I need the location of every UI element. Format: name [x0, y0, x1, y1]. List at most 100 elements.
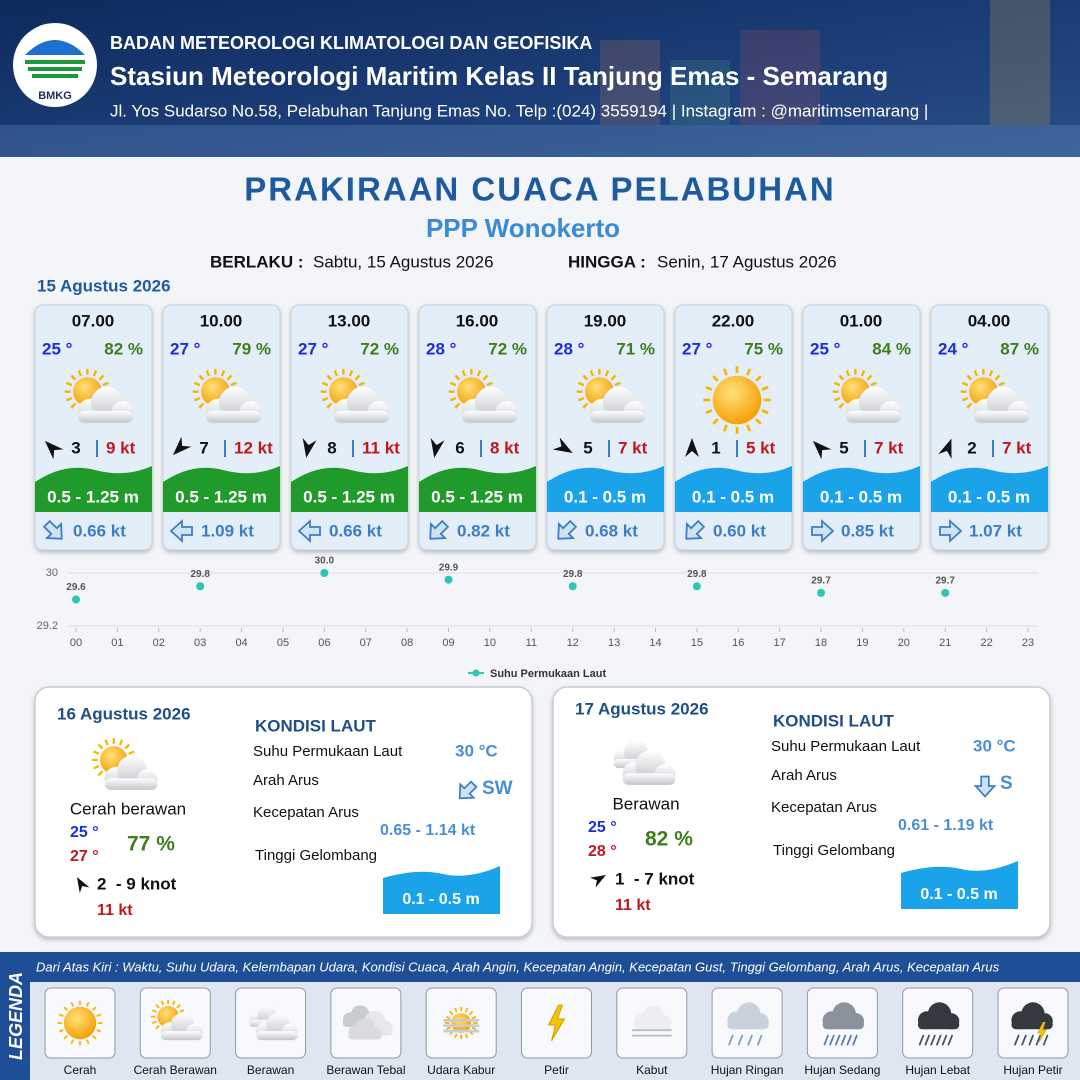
wind-speed: 3 — [71, 438, 80, 457]
sun — [712, 375, 762, 425]
wind-arrow — [302, 437, 317, 458]
sst-point — [320, 569, 329, 577]
time: 10.00 — [200, 311, 243, 330]
weather-icon — [547, 1004, 566, 1042]
wave-shape — [675, 466, 792, 512]
humidity: 79 % — [232, 339, 271, 358]
sun-ray — [845, 370, 851, 377]
cloud-part — [348, 1032, 382, 1040]
sun-ray — [454, 402, 461, 409]
sun-ray — [92, 1035, 97, 1040]
sun-ray — [70, 1039, 74, 1045]
wind-arrow — [76, 877, 90, 894]
current-speed: 1.07 kt — [969, 521, 1022, 540]
current-speed: 0.82 kt — [457, 521, 510, 540]
current-dir-label: Arah Arus — [771, 767, 837, 784]
station-name: Stasiun Meteorologi Maritim Kelas II Tan… — [110, 61, 888, 91]
wave-label: Tinggi Gelombang — [773, 842, 895, 859]
wind-range: 2 - 9 knot — [97, 874, 177, 893]
sst-value-label: 29.7 — [935, 576, 955, 587]
sun-ray — [705, 385, 713, 391]
cloud — [1011, 1002, 1053, 1030]
cloud-part — [622, 773, 676, 785]
humidity: 75 % — [744, 339, 783, 358]
cloud — [461, 386, 517, 423]
wind-range: 1 - 7 knot — [615, 869, 695, 888]
cloud-part — [1011, 1020, 1053, 1030]
legend-item-label: Hujan Ringan — [711, 1063, 784, 1077]
legend-item-label: Petir — [544, 1063, 569, 1077]
time: 01.00 — [840, 311, 883, 330]
cloud-part — [845, 410, 901, 423]
cloud-part — [104, 778, 158, 790]
sun-ray — [449, 396, 457, 402]
weather-icon — [832, 368, 901, 423]
current-speed: 0.68 kt — [585, 521, 638, 540]
cloud — [633, 1005, 672, 1030]
sun-ray — [58, 1029, 64, 1033]
y-tick-label: 30 — [46, 567, 58, 579]
x-tick-label: 03 — [194, 637, 206, 649]
sun-ray — [104, 739, 109, 746]
weather-icon — [342, 1005, 393, 1040]
day1-date: 15 Agustus 2026 — [37, 276, 171, 295]
sun-ray — [93, 765, 100, 770]
weather-icon — [91, 738, 158, 790]
cloud-part — [727, 1020, 769, 1030]
x-tick-label: 10 — [484, 637, 496, 649]
air-temp: 28 ° — [426, 339, 457, 358]
air-temp: 27 ° — [298, 339, 329, 358]
sst-point — [692, 582, 701, 591]
cloud-part — [633, 1021, 672, 1030]
rain-drop — [823, 1034, 829, 1046]
current-arrow — [939, 518, 963, 544]
valid-to-label: HINGGA : — [568, 252, 646, 271]
sst: 30 °C — [973, 736, 1016, 755]
sun-ray — [994, 374, 1001, 381]
current-arrow — [685, 519, 706, 540]
legend-item-label: Cerah Berawan — [134, 1063, 217, 1077]
current-speed: 0.66 kt — [73, 521, 126, 540]
current-arrow — [458, 780, 478, 800]
subtitle: PPP Wonokerto — [426, 213, 620, 243]
logo-lines — [25, 60, 85, 78]
sun-ray — [326, 402, 333, 409]
cloud — [973, 386, 1029, 423]
sun-ray — [966, 402, 973, 409]
humidity: 87 % — [1000, 339, 1039, 358]
sun-ray — [230, 381, 237, 387]
weather-icon — [57, 1000, 103, 1046]
separator — [992, 440, 994, 457]
sun-ray — [172, 1000, 176, 1006]
sun-ray — [445, 1015, 451, 1020]
sun-ray — [604, 370, 610, 377]
sun-ray — [973, 370, 979, 377]
wind-arrow — [938, 438, 952, 459]
air-temp: 25 ° — [42, 339, 73, 358]
sun-ray — [176, 1003, 181, 1009]
valid-from: Sabtu, 15 Agustus 2026 — [313, 252, 494, 271]
sun-ray — [712, 418, 719, 425]
sun-ray — [582, 374, 589, 381]
sun-ray — [92, 370, 98, 377]
lightning-bolt — [547, 1004, 566, 1042]
x-tick-label: 08 — [401, 637, 413, 649]
sun-ray — [97, 743, 104, 750]
cloud — [589, 386, 645, 423]
sun-ray — [961, 381, 969, 387]
container — [740, 30, 820, 130]
cloud — [845, 386, 901, 423]
cloud — [77, 386, 133, 423]
sun-ray — [866, 374, 873, 381]
current-speed: 1.09 kt — [201, 521, 254, 540]
cloud-part — [256, 1031, 298, 1041]
sun-ray — [70, 1001, 74, 1007]
wave-shape — [419, 466, 536, 512]
sun-ray — [722, 368, 728, 376]
separator — [608, 440, 610, 457]
wave-shape — [291, 466, 408, 512]
wave-shape — [163, 466, 280, 512]
current-arrow — [973, 775, 997, 798]
